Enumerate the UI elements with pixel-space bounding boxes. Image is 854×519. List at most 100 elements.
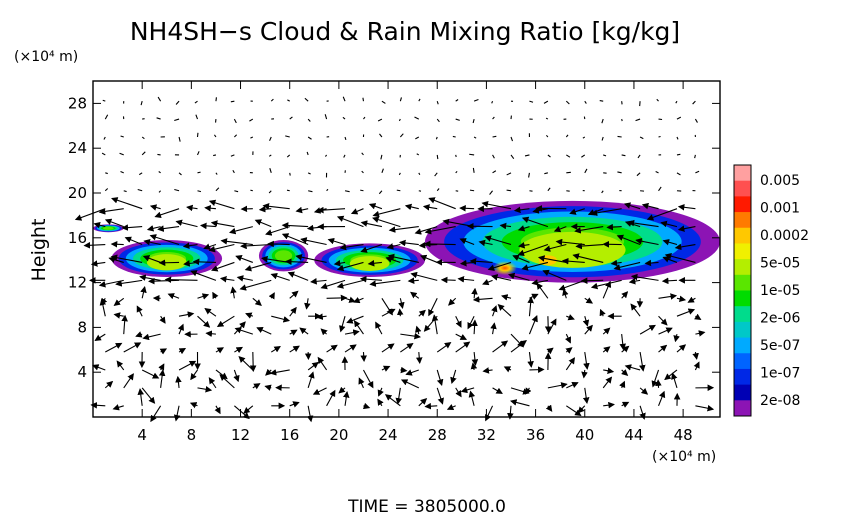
cloud-band xyxy=(111,240,223,277)
wind-vector xyxy=(610,259,622,267)
wind-vector xyxy=(175,219,198,228)
colorbar-swatch xyxy=(734,212,751,229)
wind-vector xyxy=(400,342,414,353)
wind-vector xyxy=(546,347,554,355)
wind-vector xyxy=(244,261,272,272)
wind-vector xyxy=(105,342,123,353)
colorbar-swatch xyxy=(734,400,751,417)
wind-vector xyxy=(141,369,160,379)
wind-vector xyxy=(590,279,622,290)
wind-vector xyxy=(289,306,297,317)
wind-vector xyxy=(529,293,539,300)
wind-vector xyxy=(271,315,291,323)
wind-vector xyxy=(137,188,143,192)
wind-vector xyxy=(601,118,604,124)
wind-vector xyxy=(547,187,551,192)
wind-vector xyxy=(175,100,180,105)
wind-vector xyxy=(359,275,382,283)
cloud-layer xyxy=(274,250,293,262)
wind-vector xyxy=(512,254,530,263)
wind-vector xyxy=(565,357,575,371)
wind-vector xyxy=(358,377,365,389)
wind-vector xyxy=(639,324,656,335)
wind-vector xyxy=(104,380,114,389)
wind-vector xyxy=(254,219,272,228)
wind-vector xyxy=(693,361,700,371)
cloud-hotspot xyxy=(492,261,517,276)
x-tick-label: 40 xyxy=(575,426,594,444)
wind-vector xyxy=(660,220,678,228)
wind-vector xyxy=(336,261,364,272)
wind-vector xyxy=(471,319,478,335)
wind-vector xyxy=(342,96,346,102)
wind-vector xyxy=(215,347,225,354)
x-tick-label: 44 xyxy=(624,426,643,444)
wind-vector xyxy=(289,401,300,408)
wind-vector xyxy=(136,305,143,317)
wind-vector xyxy=(619,334,627,351)
y-tick-label: 4 xyxy=(77,363,87,381)
wind-vector xyxy=(265,368,273,376)
colorbar-label: 1e-07 xyxy=(760,366,800,382)
wind-vector xyxy=(135,331,143,338)
colorbar-swatch xyxy=(734,384,751,401)
wind-vector xyxy=(326,389,336,407)
wind-vector xyxy=(440,276,456,284)
wind-vector xyxy=(154,208,180,219)
wind-vector xyxy=(94,333,106,341)
wind-vector xyxy=(120,171,124,174)
wind-vector xyxy=(234,327,253,335)
colorbar-swatch xyxy=(734,165,751,182)
wind-vector xyxy=(286,154,291,158)
wind-vector xyxy=(675,100,678,104)
wind-vector xyxy=(482,278,493,286)
wind-vector xyxy=(386,243,401,250)
wind-vector xyxy=(478,239,493,247)
wind-vector xyxy=(295,253,327,263)
wind-vector xyxy=(250,136,254,139)
wind-vector xyxy=(692,351,699,360)
wind-vector xyxy=(295,206,309,214)
wind-vector xyxy=(360,243,383,253)
wind-vector xyxy=(240,242,272,250)
wind-vector xyxy=(639,136,644,140)
wind-vector xyxy=(362,97,365,102)
wind-vector xyxy=(584,168,588,174)
wind-vector xyxy=(674,243,696,251)
wind-vector xyxy=(621,118,623,122)
wind-vector xyxy=(268,154,272,157)
wind-vector xyxy=(418,98,421,102)
wind-vector xyxy=(381,365,391,372)
colorbar-label: 5e-05 xyxy=(760,256,800,272)
wind-vector xyxy=(418,309,426,317)
wind-vector xyxy=(424,402,438,410)
wind-vector xyxy=(138,172,143,176)
wind-vector xyxy=(307,361,319,371)
wind-vector xyxy=(268,292,275,300)
colorbar-swatch xyxy=(734,243,751,260)
wind-vector xyxy=(289,172,291,176)
colorbar-swatch xyxy=(734,337,751,354)
wind-vector xyxy=(150,405,162,423)
wind-vector xyxy=(197,386,213,393)
wind-vector xyxy=(436,342,452,353)
y-axis-label: Height xyxy=(28,219,50,282)
wind-vector xyxy=(353,320,364,335)
wind-vector xyxy=(104,114,109,120)
wind-vector xyxy=(83,241,106,249)
colorbar-swatch xyxy=(734,321,751,339)
wind-vector xyxy=(436,369,444,387)
y-tick-label: 24 xyxy=(68,139,87,157)
wind-vector xyxy=(270,98,274,102)
wind-vector xyxy=(377,118,383,122)
wind-vector xyxy=(361,170,364,174)
wind-vector xyxy=(695,330,706,337)
wind-vector xyxy=(395,387,403,405)
wind-vector xyxy=(545,134,549,138)
wind-vector xyxy=(569,208,585,215)
wind-vector xyxy=(317,206,346,214)
wind-vector xyxy=(93,221,106,229)
wind-vector xyxy=(211,261,235,272)
wind-vector xyxy=(671,372,678,389)
